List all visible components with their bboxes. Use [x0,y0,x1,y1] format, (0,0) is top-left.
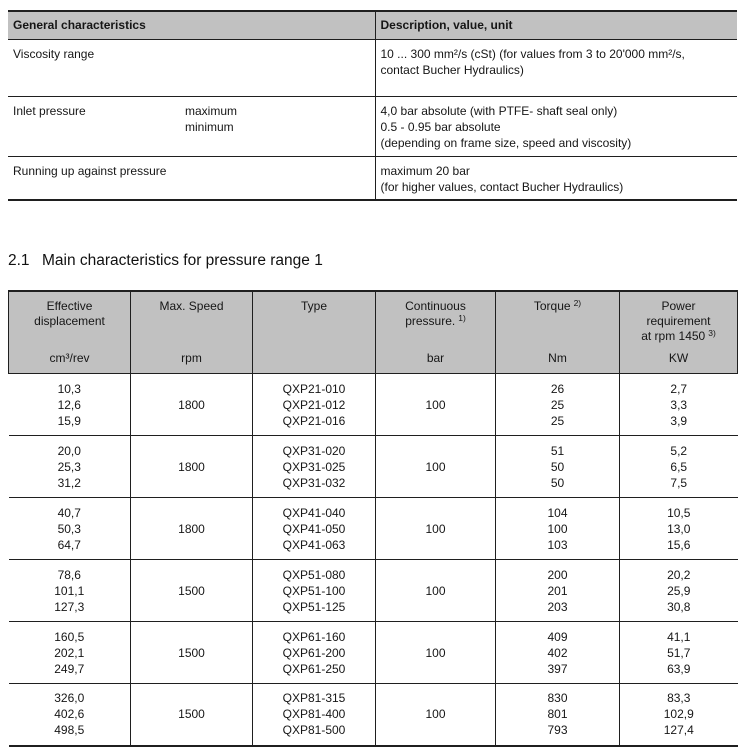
cell-torque: 409 402 397 [495,621,620,684]
label-cell: Inlet pressure maximum minimum [8,96,375,157]
cell-displacement: 78,6 101,1 127,3 [8,559,131,622]
cell-torque: 104 100 103 [495,497,620,560]
value-cell: 10 ... 300 mm²/s (cSt) (for values from … [374,39,737,97]
cell-speed: 1800 [130,497,253,560]
cell-pressure: 100 [375,559,496,622]
header-continuous-pressure: Continuous pressure. 1) bar [375,289,496,374]
header-title: Continuous pressure. [405,298,466,328]
header-cell-content: Torque 2) Nm [496,292,619,374]
cell-displacement: 40,7 50,3 64,7 [8,497,131,560]
header-cell-content: Power requirement at rpm 1450 3) KW [620,292,737,374]
cell-power: 41,1 51,7 63,9 [619,621,738,684]
general-characteristics-table: General characteristics Description, val… [8,10,737,201]
cell-type: QXP81-315 QXP81-400 QXP81-500 [252,683,376,747]
pump-group-row-qxp41: 40,7 50,3 64,7 1800 QXP41-040 QXP41-050 … [8,497,738,560]
label-cell: Running up against pressure [8,156,375,201]
pump-group-row-qxp51: 78,6 101,1 127,3 1500 QXP51-080 QXP51-10… [8,559,738,622]
label-with-sublabels: Inlet pressure maximum minimum [13,103,369,135]
pump-group-row-qxp81: 326,0 402,6 498,5 1500 QXP81-315 QXP81-4… [8,683,738,747]
header-cell-content: Continuous pressure. 1) bar [376,292,495,374]
header-cell-content: Type [253,292,375,374]
cell-power: 5,2 6,5 7,5 [619,435,738,498]
cell-type: QXP51-080 QXP51-100 QXP51-125 [252,559,376,622]
header-unit: KW [668,351,689,365]
header-type: Type [252,289,376,374]
cell-power: 83,3 102,9 127,4 [619,683,738,747]
header-title: Type [300,298,327,313]
cell-displacement: 326,0 402,6 498,5 [8,683,131,747]
cell-pressure: 100 [375,373,496,436]
cell-speed: 1500 [130,683,253,747]
cell-pressure: 100 [375,683,496,747]
cell-speed: 1800 [130,435,253,498]
header-title: Torque [533,298,571,313]
cell-speed: 1800 [130,373,253,436]
cell-torque: 830 801 793 [495,683,620,747]
header-title-wrap: Torque 2) [533,297,582,315]
row-viscosity-range: Viscosity range 10 ... 300 mm²/s (cSt) (… [8,39,737,97]
header-max-speed: Max. Speed rpm [130,289,253,374]
header-cell-content: Effective displacement cm³/rev [9,292,130,374]
main-table-header-row: Effective displacement cm³/rev Max. Spee… [8,289,738,374]
cell-displacement: 10,3 12,6 15,9 [8,373,131,436]
header-title: Max. Speed [159,298,224,313]
header-cell-content: Max. Speed rpm [131,292,252,374]
section-number: 2.1 [8,251,30,269]
header-unit: bar [426,351,445,365]
row-label: Viscosity range [13,46,95,61]
pump-group-row-qxp31: 20,0 25,3 31,2 1800 QXP31-020 QXP31-025 … [8,435,738,498]
row-sublabels: maximum minimum [185,103,238,134]
cell-pressure: 100 [375,435,496,498]
cell-torque: 51 50 50 [495,435,620,498]
value-cell: 4,0 bar absolute (with PTFE- shaft seal … [374,96,737,157]
general-table-header-row: General characteristics Description, val… [8,10,737,40]
row-inlet-pressure: Inlet pressure maximum minimum 4,0 bar a… [8,96,737,157]
header-effective-displacement: Effective displacement cm³/rev [8,289,131,374]
row-label: Inlet pressure [13,103,86,118]
header-torque: Torque 2) Nm [495,289,620,374]
pump-group-row-qxp61: 160,5 202,1 249,7 1500 QXP61-160 QXP61-2… [8,621,738,684]
cell-power: 2,7 3,3 3,9 [619,373,738,436]
cell-torque: 200 201 203 [495,559,620,622]
header-unit: cm³/rev [49,351,90,365]
cell-torque: 26 25 25 [495,373,620,436]
cell-type: QXP61-160 QXP61-200 QXP61-250 [252,621,376,684]
cell-pressure: 100 [375,497,496,560]
section-title: Main characteristics for pressure range … [42,251,323,269]
main-characteristics-table: Effective displacement cm³/rev Max. Spee… [8,289,738,747]
general-header-cell-description: Description, value, unit [374,10,737,40]
value-cell: maximum 20 bar (for higher values, conta… [374,156,737,201]
cell-speed: 1500 [130,621,253,684]
header-title-wrap: Continuous pressure. 1) [405,299,466,330]
cell-type: QXP31-020 QXP31-025 QXP31-032 [252,435,376,498]
label-cell: Viscosity range [8,39,375,97]
cell-speed: 1500 [130,559,253,622]
cell-type: QXP41-040 QXP41-050 QXP41-063 [252,497,376,560]
cell-type: QXP21-010 QXP21-012 QXP21-016 [252,373,376,436]
header-title: Effective displacement [34,298,105,328]
cell-power: 10,5 13,0 15,6 [619,497,738,560]
header-title-wrap: Power requirement at rpm 1450 3) [641,299,716,345]
row-running-up-pressure: Running up against pressure maximum 20 b… [8,156,737,201]
footnote-marker-2: 2) [573,297,582,308]
cell-pressure: 100 [375,621,496,684]
header-power-requirement: Power requirement at rpm 1450 3) KW [619,289,738,374]
cell-displacement: 20,0 25,3 31,2 [8,435,131,498]
cell-displacement: 160,5 202,1 249,7 [8,621,131,684]
general-header-cell-characteristics: General characteristics [8,10,375,40]
pump-group-row-qxp21: 10,3 12,6 15,9 1800 QXP21-010 QXP21-012 … [8,373,738,436]
cell-power: 20,2 25,9 30,8 [619,559,738,622]
header-unit: rpm [181,351,202,365]
header-unit: Nm [548,351,567,365]
section-heading: 2.1 Main characteristics for pressure ra… [8,251,737,270]
row-label: Running up against pressure [13,163,167,178]
footnote-marker-3: 3) [708,327,716,338]
footnote-marker-1: 1) [458,312,466,323]
header-title: Power requirement at rpm 1450 [641,298,711,343]
